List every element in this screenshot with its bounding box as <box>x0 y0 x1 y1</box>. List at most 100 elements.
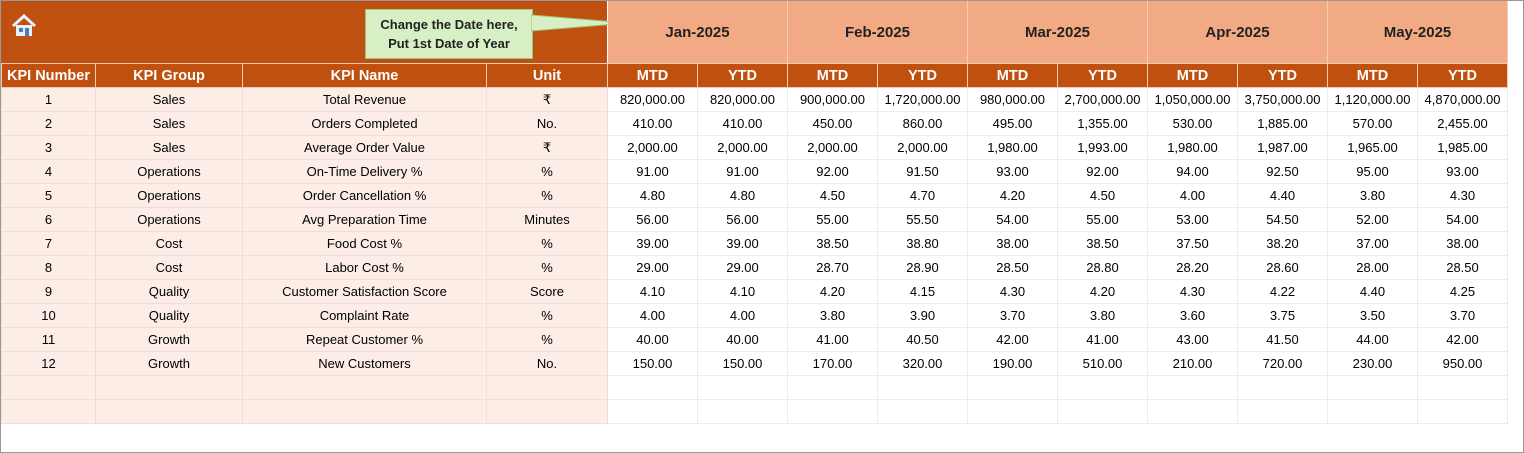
cell-value[interactable]: 4.15 <box>877 279 968 304</box>
cell-value[interactable]: 950.00 <box>1417 351 1508 376</box>
empty-cell[interactable] <box>1327 375 1418 400</box>
cell-value[interactable]: 4.22 <box>1237 279 1328 304</box>
cell-value[interactable]: 4.50 <box>787 183 878 208</box>
cell-value[interactable]: 53.00 <box>1147 207 1238 232</box>
cell-value[interactable]: 39.00 <box>697 231 788 256</box>
cell-value[interactable]: 2,700,000.00 <box>1057 87 1148 112</box>
cell-value[interactable]: 4.10 <box>697 279 788 304</box>
cell-value[interactable]: 3.60 <box>1147 303 1238 328</box>
cell-unit[interactable]: No. <box>486 111 608 136</box>
cell-value[interactable]: 40.50 <box>877 327 968 352</box>
cell-name[interactable]: Order Cancellation % <box>242 183 487 208</box>
cell-group[interactable]: Operations <box>95 207 243 232</box>
cell-value[interactable]: 94.00 <box>1147 159 1238 184</box>
cell-num[interactable]: 9 <box>1 279 96 304</box>
cell-value[interactable]: 150.00 <box>697 351 788 376</box>
cell-value[interactable]: 2,000.00 <box>787 135 878 160</box>
cell-value[interactable]: 29.00 <box>607 255 698 280</box>
cell-value[interactable]: 1,120,000.00 <box>1327 87 1418 112</box>
cell-value[interactable]: 3.70 <box>967 303 1058 328</box>
empty-cell[interactable] <box>1417 375 1508 400</box>
cell-name[interactable]: Labor Cost % <box>242 255 487 280</box>
cell-value[interactable]: 860.00 <box>877 111 968 136</box>
cell-group[interactable]: Quality <box>95 279 243 304</box>
cell-group[interactable]: Sales <box>95 135 243 160</box>
cell-value[interactable]: 900,000.00 <box>787 87 878 112</box>
cell-value[interactable]: 28.60 <box>1237 255 1328 280</box>
cell-value[interactable]: 1,965.00 <box>1327 135 1418 160</box>
cell-value[interactable]: 4.40 <box>1327 279 1418 304</box>
cell-value[interactable]: 37.00 <box>1327 231 1418 256</box>
cell-value[interactable]: 3.90 <box>877 303 968 328</box>
cell-value[interactable]: 495.00 <box>967 111 1058 136</box>
cell-value[interactable]: 1,980.00 <box>967 135 1058 160</box>
cell-name[interactable]: Total Revenue <box>242 87 487 112</box>
cell-value[interactable]: 28.70 <box>787 255 878 280</box>
cell-unit[interactable]: % <box>486 231 608 256</box>
cell-value[interactable]: 4.20 <box>787 279 878 304</box>
cell-value[interactable]: 4.30 <box>1417 183 1508 208</box>
empty-cell[interactable] <box>486 375 608 400</box>
cell-value[interactable]: 4.50 <box>1057 183 1148 208</box>
cell-value[interactable]: 42.00 <box>1417 327 1508 352</box>
cell-value[interactable]: 3,750,000.00 <box>1237 87 1328 112</box>
cell-value[interactable]: 43.00 <box>1147 327 1238 352</box>
cell-value[interactable]: 38.00 <box>1417 231 1508 256</box>
cell-value[interactable]: 4.20 <box>967 183 1058 208</box>
cell-value[interactable]: 4.25 <box>1417 279 1508 304</box>
cell-value[interactable]: 28.50 <box>967 255 1058 280</box>
cell-value[interactable]: 28.50 <box>1417 255 1508 280</box>
cell-value[interactable]: 3.50 <box>1327 303 1418 328</box>
cell-unit[interactable]: % <box>486 327 608 352</box>
cell-value[interactable]: 40.00 <box>607 327 698 352</box>
cell-value[interactable]: 450.00 <box>787 111 878 136</box>
cell-value[interactable]: 28.80 <box>1057 255 1148 280</box>
cell-group[interactable]: Growth <box>95 351 243 376</box>
cell-value[interactable]: 4,870,000.00 <box>1417 87 1508 112</box>
empty-cell[interactable] <box>1147 375 1238 400</box>
cell-value[interactable]: 28.00 <box>1327 255 1418 280</box>
cell-value[interactable]: 55.50 <box>877 207 968 232</box>
cell-value[interactable]: 2,000.00 <box>607 135 698 160</box>
cell-value[interactable]: 3.80 <box>1327 183 1418 208</box>
empty-cell[interactable] <box>1327 399 1418 424</box>
cell-value[interactable]: 320.00 <box>877 351 968 376</box>
cell-value[interactable]: 2,455.00 <box>1417 111 1508 136</box>
cell-value[interactable]: 40.00 <box>697 327 788 352</box>
cell-name[interactable]: Repeat Customer % <box>242 327 487 352</box>
cell-value[interactable]: 230.00 <box>1327 351 1418 376</box>
cell-name[interactable]: On-Time Delivery % <box>242 159 487 184</box>
cell-unit[interactable]: % <box>486 159 608 184</box>
cell-value[interactable]: 55.00 <box>1057 207 1148 232</box>
cell-value[interactable]: 54.50 <box>1237 207 1328 232</box>
cell-value[interactable]: 4.00 <box>697 303 788 328</box>
cell-value[interactable]: 39.00 <box>607 231 698 256</box>
empty-cell[interactable] <box>95 375 243 400</box>
cell-name[interactable]: Average Order Value <box>242 135 487 160</box>
cell-num[interactable]: 5 <box>1 183 96 208</box>
cell-value[interactable]: 41.50 <box>1237 327 1328 352</box>
empty-cell[interactable] <box>242 375 487 400</box>
cell-value[interactable]: 980,000.00 <box>967 87 1058 112</box>
cell-group[interactable]: Sales <box>95 87 243 112</box>
cell-unit[interactable]: % <box>486 183 608 208</box>
cell-value[interactable]: 150.00 <box>607 351 698 376</box>
cell-num[interactable]: 2 <box>1 111 96 136</box>
cell-value[interactable]: 4.30 <box>967 279 1058 304</box>
cell-value[interactable]: 91.00 <box>607 159 698 184</box>
cell-value[interactable]: 2,000.00 <box>697 135 788 160</box>
empty-cell[interactable] <box>607 399 698 424</box>
cell-unit[interactable]: No. <box>486 351 608 376</box>
cell-value[interactable]: 93.00 <box>1417 159 1508 184</box>
empty-cell[interactable] <box>1147 399 1238 424</box>
cell-value[interactable]: 1,885.00 <box>1237 111 1328 136</box>
cell-value[interactable]: 38.50 <box>787 231 878 256</box>
cell-value[interactable]: 2,000.00 <box>877 135 968 160</box>
empty-cell[interactable] <box>1237 375 1328 400</box>
cell-value[interactable]: 55.00 <box>787 207 878 232</box>
cell-num[interactable]: 3 <box>1 135 96 160</box>
cell-value[interactable]: 210.00 <box>1147 351 1238 376</box>
cell-value[interactable]: 410.00 <box>607 111 698 136</box>
cell-unit[interactable]: Score <box>486 279 608 304</box>
empty-cell[interactable] <box>967 399 1058 424</box>
